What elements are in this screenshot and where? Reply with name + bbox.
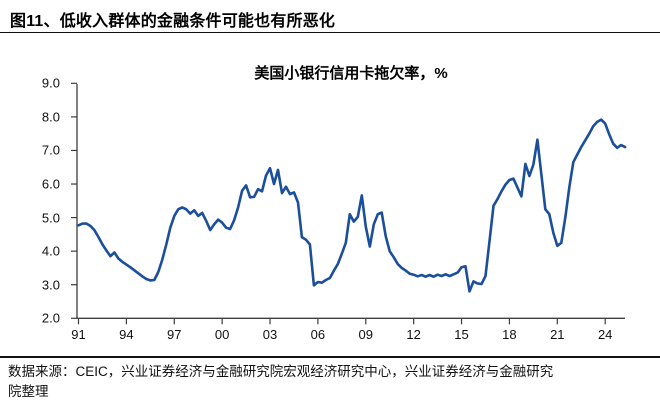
x-axis-label: 09	[358, 327, 373, 342]
delinquency-rate-line	[77, 118, 627, 293]
chart-title: 美国小银行信用卡拖欠率，%	[254, 65, 448, 82]
source-line-1: 数据来源：CEIC，兴业证券经济与金融研究院宏观经济研究中心，兴业证券经济与金融…	[8, 364, 554, 379]
x-axis-label: 91	[71, 327, 86, 342]
source-line-2: 院整理	[8, 384, 49, 399]
y-axis-label: 8.0	[41, 109, 60, 125]
footer-divider	[0, 356, 660, 358]
x-axis-label: 94	[119, 327, 134, 342]
y-axis-label: 2.0	[41, 310, 60, 326]
x-axis-label: 97	[167, 327, 182, 342]
y-axis-label: 3.0	[41, 277, 60, 293]
x-axis-label: 24	[597, 327, 613, 342]
x-axis-label: 21	[550, 327, 565, 342]
y-axis-label: 5.0	[41, 210, 60, 226]
y-axis-label: 7.0	[41, 142, 60, 158]
x-axis-label: 03	[262, 327, 278, 342]
x-axis-label: 06	[310, 327, 326, 342]
figure-title: 图11、低收入群体的金融条件可能也有所恶化	[10, 13, 336, 30]
y-axis-label: 9.0	[41, 75, 60, 91]
source-note: 数据来源：CEIC，兴业证券经济与金融研究院宏观经济研究中心，兴业证券经济与金融…	[8, 362, 654, 402]
x-axis-label: 00	[214, 327, 230, 342]
y-axis-label: 6.0	[41, 176, 60, 192]
y-axis-label: 4.0	[41, 243, 60, 259]
x-axis-label: 12	[406, 327, 421, 342]
x-axis-label: 18	[502, 327, 517, 342]
x-axis-label: 15	[454, 327, 469, 342]
title-divider	[0, 32, 660, 33]
